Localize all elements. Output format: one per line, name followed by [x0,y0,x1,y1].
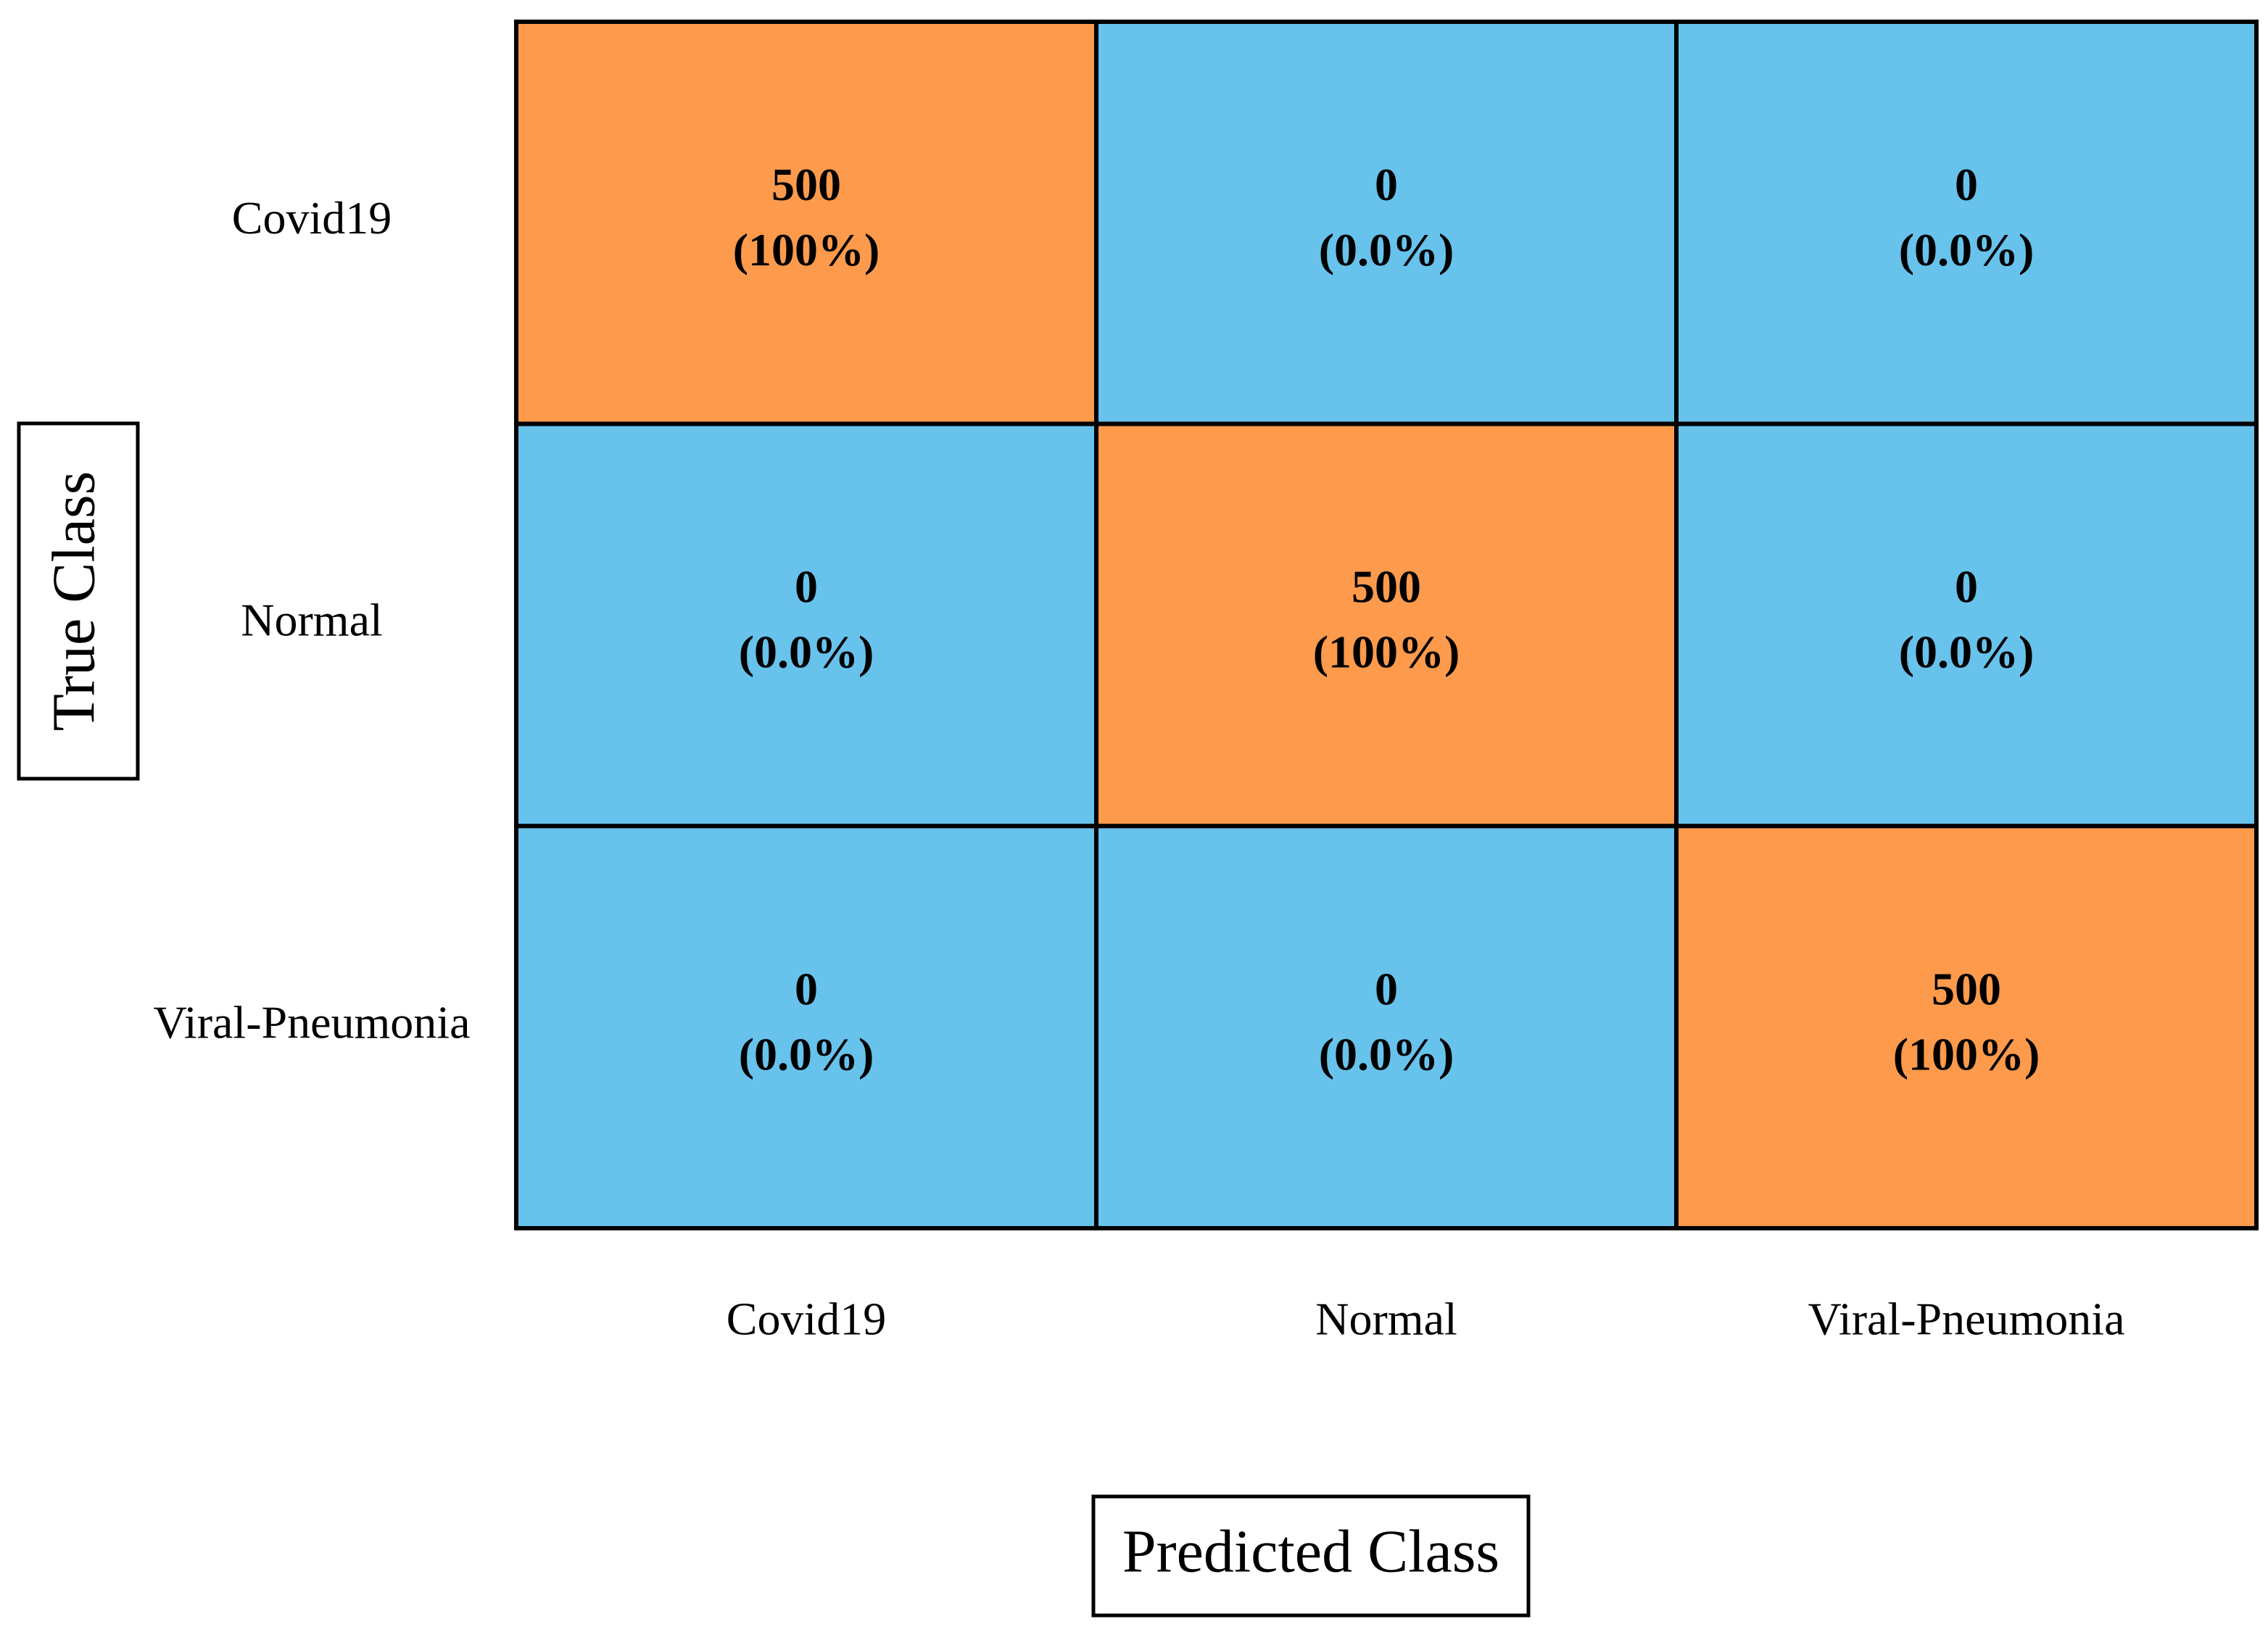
y-title-box [17,421,140,781]
cell [514,421,1098,829]
cell-count: 500 [1932,963,2001,1014]
cell-percent: (0.0%) [1319,224,1454,276]
x-title-box [1091,1494,1531,1618]
x-axis-title: Predicted Class [1122,1518,1499,1585]
cell-percent: (0.0%) [739,626,874,678]
cell [1674,824,2259,1231]
y-axis-title: True Class [40,471,107,732]
x-tick-label: Normal [1315,1293,1457,1345]
cell-count: 0 [1955,561,1978,613]
cell-count: 500 [771,159,841,210]
cell-percent: (0.0%) [1319,1028,1454,1080]
cell [1674,20,2259,426]
cell [1094,421,1679,829]
cell-percent: (0.0%) [1899,626,2035,678]
cell-count: 0 [1375,963,1398,1014]
cell-count: 0 [795,561,818,613]
cell-percent: (100%) [1893,1028,2040,1080]
cell [1094,20,1679,426]
y-tick-label: Covid19 [232,192,392,244]
y-tick-label: Normal [241,595,383,646]
x-tick-label: Viral-Pneumonia [1808,1293,2125,1345]
cell-percent: (100%) [733,224,880,276]
cell [514,20,1098,426]
cell [1094,824,1679,1231]
cell-percent: (0.0%) [1899,224,2035,276]
cell-count: 0 [795,963,818,1014]
cell-count: 0 [1955,159,1978,210]
cell-percent: (0.0%) [739,1028,874,1080]
x-tick-label: Covid19 [727,1293,886,1345]
cell [514,824,1098,1231]
y-tick-label: Viral-Pneumonia [154,996,471,1048]
cell-count: 0 [1375,159,1398,210]
cell-count: 500 [1352,561,1421,613]
matrix: 500 (100%) 0 (0.0%) 0 (0.0%) 0 (0.0%) 500 (100%) 0… [514,20,2259,1231]
cell-percent: (100%) [1313,626,1460,678]
cell [1674,421,2259,829]
